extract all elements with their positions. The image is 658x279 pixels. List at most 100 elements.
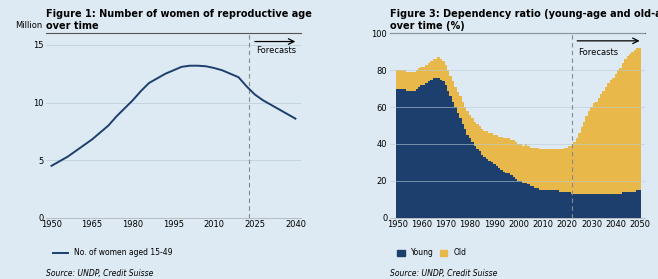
- Bar: [488, 133, 491, 160]
- Bar: [515, 179, 517, 218]
- Bar: [432, 78, 435, 218]
- Bar: [605, 194, 607, 218]
- Bar: [569, 146, 571, 192]
- Bar: [617, 70, 619, 194]
- Bar: [636, 190, 639, 218]
- Legend: Young, Old: Young, Old: [394, 245, 469, 261]
- Bar: [488, 160, 491, 218]
- Bar: [520, 181, 522, 218]
- Bar: [527, 184, 530, 218]
- Bar: [619, 194, 622, 218]
- Bar: [435, 78, 438, 218]
- Bar: [408, 72, 411, 91]
- Bar: [403, 89, 406, 218]
- Bar: [505, 138, 508, 174]
- Bar: [586, 194, 588, 218]
- Bar: [626, 192, 629, 218]
- Bar: [469, 114, 471, 138]
- Bar: [540, 150, 542, 190]
- Bar: [503, 172, 505, 218]
- Bar: [573, 142, 576, 194]
- Bar: [447, 91, 449, 218]
- Bar: [464, 129, 467, 218]
- Bar: [532, 186, 534, 218]
- Bar: [634, 192, 636, 218]
- Bar: [503, 138, 505, 172]
- Bar: [481, 129, 484, 155]
- Bar: [501, 170, 503, 218]
- Bar: [571, 146, 573, 194]
- Bar: [476, 124, 478, 150]
- Bar: [566, 192, 569, 218]
- Bar: [551, 150, 554, 190]
- Bar: [522, 183, 524, 218]
- Bar: [411, 72, 413, 91]
- Bar: [471, 118, 474, 142]
- Bar: [554, 150, 556, 190]
- Bar: [467, 135, 469, 218]
- Bar: [556, 190, 559, 218]
- Bar: [445, 85, 447, 218]
- Bar: [486, 131, 488, 159]
- Bar: [597, 194, 600, 218]
- Bar: [440, 80, 442, 218]
- Bar: [629, 192, 632, 218]
- Text: Million: Million: [16, 21, 43, 30]
- Bar: [438, 78, 440, 218]
- Bar: [484, 157, 486, 218]
- Bar: [447, 70, 449, 91]
- Bar: [612, 78, 615, 194]
- Bar: [632, 52, 634, 192]
- Bar: [622, 192, 624, 218]
- Bar: [423, 67, 425, 85]
- Bar: [566, 148, 569, 192]
- Bar: [593, 194, 595, 218]
- Bar: [561, 192, 563, 218]
- Bar: [454, 87, 457, 107]
- Bar: [442, 81, 445, 218]
- Bar: [605, 87, 607, 194]
- Bar: [542, 190, 544, 218]
- Bar: [418, 87, 420, 218]
- Bar: [445, 65, 447, 85]
- Bar: [474, 146, 476, 218]
- Bar: [510, 140, 513, 175]
- Bar: [478, 126, 481, 151]
- Bar: [476, 150, 478, 218]
- Bar: [406, 91, 408, 218]
- Bar: [435, 59, 438, 78]
- Bar: [559, 192, 561, 218]
- Bar: [396, 89, 399, 218]
- Bar: [495, 166, 498, 218]
- Bar: [510, 175, 513, 218]
- Bar: [556, 150, 559, 190]
- Bar: [563, 192, 566, 218]
- Bar: [501, 137, 503, 170]
- Bar: [583, 122, 586, 194]
- Bar: [590, 194, 593, 218]
- Bar: [534, 188, 537, 218]
- Bar: [508, 138, 510, 174]
- Bar: [549, 150, 551, 190]
- Bar: [452, 102, 454, 218]
- Bar: [588, 111, 590, 194]
- Bar: [607, 83, 610, 194]
- Bar: [517, 181, 520, 218]
- Bar: [610, 80, 612, 194]
- Bar: [551, 190, 554, 218]
- Bar: [617, 194, 619, 218]
- Bar: [413, 72, 415, 91]
- Bar: [530, 186, 532, 218]
- Bar: [610, 194, 612, 218]
- Bar: [505, 174, 508, 218]
- Bar: [469, 138, 471, 218]
- Bar: [430, 80, 432, 218]
- Bar: [626, 56, 629, 192]
- Bar: [481, 155, 484, 218]
- Bar: [602, 194, 605, 218]
- Bar: [396, 70, 399, 89]
- Bar: [573, 194, 576, 218]
- Text: Source: UNDP, Credit Suisse: Source: UNDP, Credit Suisse: [46, 269, 153, 278]
- Bar: [612, 194, 615, 218]
- Bar: [454, 107, 457, 218]
